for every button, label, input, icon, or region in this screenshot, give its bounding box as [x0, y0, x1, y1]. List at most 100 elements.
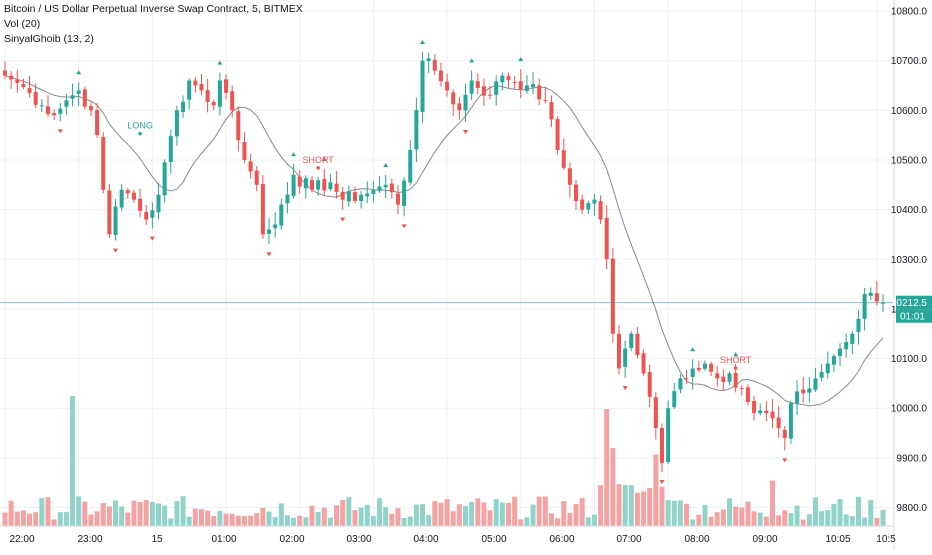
- candle[interactable]: [168, 129, 173, 174]
- candle[interactable]: [303, 175, 308, 199]
- candle[interactable]: [285, 182, 290, 214]
- candle[interactable]: [475, 73, 480, 95]
- candle[interactable]: [52, 109, 57, 121]
- candle[interactable]: [641, 349, 646, 376]
- candle[interactable]: [211, 99, 216, 111]
- candle[interactable]: [819, 363, 824, 382]
- candle[interactable]: [770, 399, 775, 429]
- candle[interactable]: [64, 93, 69, 115]
- candle[interactable]: [617, 325, 621, 375]
- candle[interactable]: [457, 97, 462, 120]
- candle[interactable]: [260, 175, 265, 239]
- candle[interactable]: [377, 175, 382, 193]
- candle[interactable]: [715, 366, 720, 387]
- candle[interactable]: [187, 78, 192, 110]
- candle[interactable]: [346, 185, 351, 207]
- candle[interactable]: [512, 75, 517, 89]
- candle[interactable]: [874, 280, 879, 306]
- candle[interactable]: [248, 153, 253, 179]
- candle[interactable]: [445, 73, 450, 97]
- candle[interactable]: [782, 426, 787, 451]
- candle[interactable]: [555, 116, 560, 155]
- candle[interactable]: [340, 186, 345, 210]
- candle[interactable]: [359, 190, 364, 209]
- candle[interactable]: [469, 70, 474, 101]
- candle[interactable]: [9, 71, 14, 89]
- candle[interactable]: [371, 180, 376, 202]
- candle[interactable]: [844, 333, 849, 358]
- candle[interactable]: [408, 140, 413, 186]
- candle[interactable]: [113, 198, 118, 241]
- candle[interactable]: [199, 74, 204, 96]
- candle[interactable]: [395, 185, 400, 215]
- candle[interactable]: [531, 72, 536, 95]
- candle[interactable]: [101, 132, 106, 194]
- candle[interactable]: [647, 364, 652, 408]
- candle[interactable]: [144, 204, 149, 225]
- candle[interactable]: [813, 368, 818, 392]
- candle[interactable]: [39, 99, 44, 112]
- candle[interactable]: [881, 294, 886, 313]
- candle[interactable]: [150, 202, 155, 229]
- candle[interactable]: [831, 353, 836, 373]
- candle[interactable]: [181, 95, 186, 118]
- candle[interactable]: [365, 181, 370, 204]
- candle[interactable]: [76, 82, 81, 107]
- candle[interactable]: [524, 75, 529, 94]
- candle[interactable]: [414, 97, 419, 163]
- candle[interactable]: [739, 384, 744, 396]
- candle[interactable]: [659, 423, 664, 472]
- candle[interactable]: [15, 69, 20, 93]
- candle[interactable]: [629, 331, 634, 351]
- candle[interactable]: [316, 176, 321, 196]
- candle[interactable]: [383, 175, 388, 198]
- candle[interactable]: [267, 217, 272, 245]
- candle[interactable]: [795, 380, 800, 415]
- candle[interactable]: [273, 212, 278, 238]
- candle[interactable]: [825, 351, 830, 379]
- candle[interactable]: [95, 102, 100, 139]
- candle[interactable]: [125, 187, 130, 199]
- candle[interactable]: [254, 166, 259, 192]
- candle[interactable]: [432, 54, 437, 76]
- candle[interactable]: [107, 184, 112, 239]
- candle[interactable]: [494, 75, 499, 106]
- candle[interactable]: [451, 89, 456, 117]
- volume-indicator-label[interactable]: Vol (20): [4, 18, 41, 30]
- candle[interactable]: [838, 343, 843, 367]
- candle[interactable]: [672, 382, 677, 410]
- candle[interactable]: [543, 88, 548, 104]
- candle[interactable]: [745, 384, 750, 406]
- candle[interactable]: [604, 205, 609, 270]
- candle[interactable]: [598, 195, 603, 225]
- candle[interactable]: [862, 287, 867, 331]
- candle[interactable]: [21, 78, 26, 90]
- candle[interactable]: [801, 376, 806, 403]
- candle[interactable]: [678, 374, 683, 394]
- candle[interactable]: [352, 186, 357, 204]
- candle[interactable]: [291, 164, 296, 199]
- candle[interactable]: [764, 401, 769, 422]
- candle[interactable]: [236, 106, 241, 152]
- candle[interactable]: [574, 179, 579, 210]
- candle[interactable]: [334, 171, 339, 199]
- candle[interactable]: [119, 184, 124, 211]
- candle[interactable]: [174, 105, 179, 146]
- candle[interactable]: [592, 193, 597, 216]
- candle[interactable]: [856, 309, 861, 345]
- candle[interactable]: [586, 200, 591, 215]
- candle[interactable]: [230, 85, 235, 118]
- time-axis[interactable]: 22:00 23:00 15 01:00 02:00 03:00 04:00 05:00 06:…: [9, 534, 896, 545]
- candle[interactable]: [205, 78, 210, 113]
- candle[interactable]: [58, 102, 63, 122]
- candle[interactable]: [389, 178, 394, 199]
- candle[interactable]: [402, 177, 407, 217]
- candle[interactable]: [752, 395, 757, 421]
- candle[interactable]: [518, 69, 523, 99]
- candle[interactable]: [33, 83, 38, 109]
- candle[interactable]: [561, 138, 566, 170]
- candle[interactable]: [481, 78, 486, 107]
- candle[interactable]: [242, 132, 247, 164]
